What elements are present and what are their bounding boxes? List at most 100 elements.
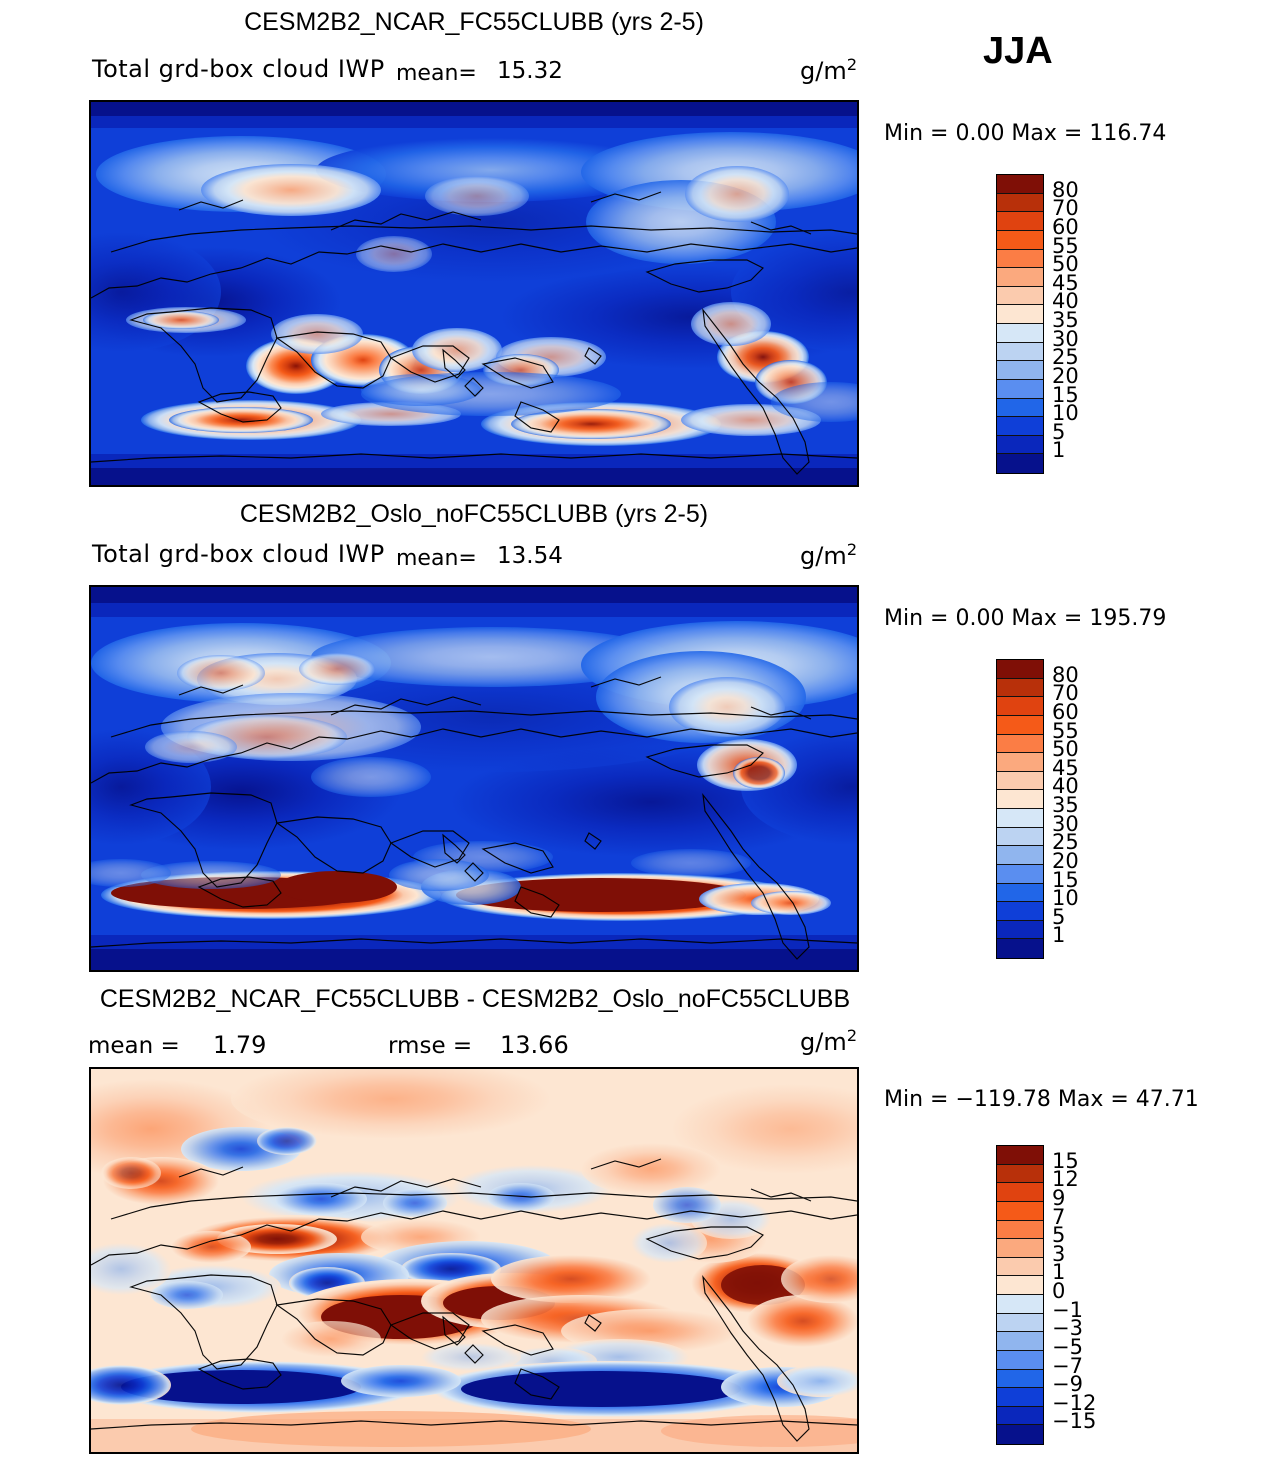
- colorbar-band: [997, 1201, 1043, 1221]
- colorbar-band: [997, 771, 1043, 791]
- colorbar-tick-label: 1: [1052, 1260, 1066, 1285]
- colorbar-band: [997, 1406, 1043, 1426]
- colorbar-tick-label: 40: [1052, 774, 1079, 799]
- colorbar-panel-2: [996, 659, 1044, 959]
- colorbar-tick-label: 10: [1052, 401, 1079, 426]
- colorbar-band: [997, 1183, 1043, 1202]
- colorbar-band: [997, 846, 1043, 865]
- colorbar-panel-2-ticks: 80 70 60 55 50 45 40 35 30 25 20 15 10 5 1: [1052, 659, 1132, 957]
- coastlines-panel-2: [91, 676, 857, 960]
- colorbar-tick-label: 25: [1052, 830, 1079, 855]
- colorbar-tick-label: 35: [1052, 793, 1079, 817]
- colorbar-band: [997, 286, 1043, 306]
- panel-3-stat2-label: rmse =: [388, 1033, 473, 1059]
- colorbar-tick-label: 70: [1052, 681, 1079, 706]
- colorbar-tick-label: 5: [1052, 904, 1066, 929]
- colorbar-band: [997, 1369, 1043, 1389]
- colorbar-tick-label: 80: [1052, 662, 1079, 687]
- panel-2-units-base: g/m: [800, 542, 847, 570]
- colorbar-band: [997, 454, 1043, 473]
- colorbar-band: [997, 342, 1043, 362]
- colorbar-band: [997, 753, 1043, 772]
- colorbar-band: [997, 660, 1043, 679]
- colorbar-band: [997, 435, 1043, 455]
- colorbar-tick-label: −9: [1052, 1372, 1083, 1397]
- colorbar-band: [997, 361, 1043, 380]
- colorbar-band: [997, 864, 1043, 884]
- colorbar-band: [997, 734, 1043, 754]
- colorbar-tick-label: 0: [1052, 1279, 1066, 1303]
- coastlines-panel-1: [91, 191, 857, 475]
- colorbar-band: [997, 1313, 1043, 1333]
- map-panel-1-field: [91, 102, 857, 485]
- colorbar-tick-label: 45: [1052, 270, 1079, 295]
- colorbar-tick-label: 12: [1052, 1167, 1079, 1192]
- colorbar-tick-label: 9: [1052, 1185, 1066, 1210]
- colorbar-tick-label: 60: [1052, 214, 1079, 239]
- colorbar-panel-3-ticks: 15 12 9 7 5 3 1 0 −1 −3 −5 −7 −9 −12 −15: [1052, 1145, 1132, 1443]
- panel-3-units-base: g/m: [800, 1028, 847, 1056]
- map-panel-1: [89, 100, 859, 487]
- colorbar-band: [997, 212, 1043, 231]
- colorbar-band: [997, 175, 1043, 194]
- colorbar-band: [997, 790, 1043, 809]
- colorbar-band: [997, 1146, 1043, 1165]
- panel-1-units-base: g/m: [800, 57, 847, 85]
- colorbar-tick-label: 55: [1052, 233, 1079, 258]
- panel-1-variable-label: Total grd-box cloud IWP: [92, 55, 385, 83]
- colorbar-band: [997, 697, 1043, 716]
- colorbar-band: [997, 827, 1043, 847]
- colorbar-band: [997, 1239, 1043, 1258]
- panel-2-variable-label: Total grd-box cloud IWP: [92, 540, 385, 568]
- panel-2-stat-label: mean=: [396, 546, 477, 571]
- map-panel-2-field: [91, 587, 857, 970]
- colorbar-tick-label: 3: [1052, 1241, 1066, 1266]
- colorbar-tick-label: 35: [1052, 308, 1079, 332]
- colorbar-band: [997, 1257, 1043, 1277]
- panel-2-stat-value: 13.54: [497, 543, 563, 569]
- colorbar-tick-label: 60: [1052, 699, 1079, 724]
- colorbar-tick-label: −12: [1052, 1390, 1097, 1415]
- colorbar-band: [997, 305, 1043, 324]
- panel-1-title: CESM2B2_NCAR_FC55CLUBB (yrs 2-5): [244, 8, 704, 36]
- colorbar-tick-label: 40: [1052, 289, 1079, 314]
- panel-3-title: CESM2B2_NCAR_FC55CLUBB - CESM2B2_Oslo_no…: [99, 985, 851, 1013]
- colorbar-panel-1-ticks: 80 70 60 55 50 45 40 35 30 25 20 15 10 5 1: [1052, 174, 1132, 472]
- colorbar-tick-label: 7: [1052, 1204, 1066, 1229]
- panel-1-stat-label: mean=: [396, 61, 477, 86]
- season-label: JJA: [983, 30, 1053, 72]
- map-panel-3-field: [91, 1069, 857, 1452]
- colorbar-band: [997, 1350, 1043, 1370]
- colorbar-tick-label: −1: [1052, 1297, 1083, 1322]
- colorbar-band: [997, 417, 1043, 436]
- panel-3-stat2-value: 13.66: [500, 1031, 569, 1059]
- colorbar-band: [997, 268, 1043, 287]
- colorbar-tick-label: 15: [1052, 867, 1079, 892]
- colorbar-band: [997, 249, 1043, 269]
- colorbar-tick-label: 20: [1052, 848, 1079, 873]
- colorbar-band: [997, 920, 1043, 940]
- panel-3-minmax: Min = −119.78 Max = 47.71: [884, 1087, 1199, 1112]
- panel-2-minmax: Min = 0.00 Max = 195.79: [884, 606, 1167, 631]
- colorbar-tick-label: 30: [1052, 326, 1079, 351]
- colorbar-band: [997, 1388, 1043, 1407]
- panel-3-units-exponent: 2: [846, 1026, 858, 1045]
- colorbar-band: [997, 1332, 1043, 1351]
- colorbar-tick-label: 1: [1052, 923, 1066, 948]
- colorbar-tick-label: 25: [1052, 345, 1079, 370]
- colorbar-tick-label: 70: [1052, 196, 1079, 221]
- panel-2-units: g/m2: [800, 540, 857, 570]
- colorbar-band: [997, 678, 1043, 698]
- colorbar-band: [997, 939, 1043, 958]
- colorbar-panel-3: [996, 1145, 1044, 1445]
- colorbar-band: [997, 324, 1043, 343]
- colorbar-tick-label: 80: [1052, 177, 1079, 202]
- colorbar-tick-label: 45: [1052, 755, 1079, 780]
- colorbar-tick-label: 50: [1052, 737, 1079, 762]
- colorbar-band: [997, 398, 1043, 418]
- panel-1-units: g/m2: [800, 55, 857, 85]
- colorbar-tick-label: 10: [1052, 886, 1079, 911]
- panel-2-units-exponent: 2: [846, 540, 858, 559]
- colorbar-band: [997, 1164, 1043, 1184]
- panel-1-units-exponent: 2: [846, 55, 858, 74]
